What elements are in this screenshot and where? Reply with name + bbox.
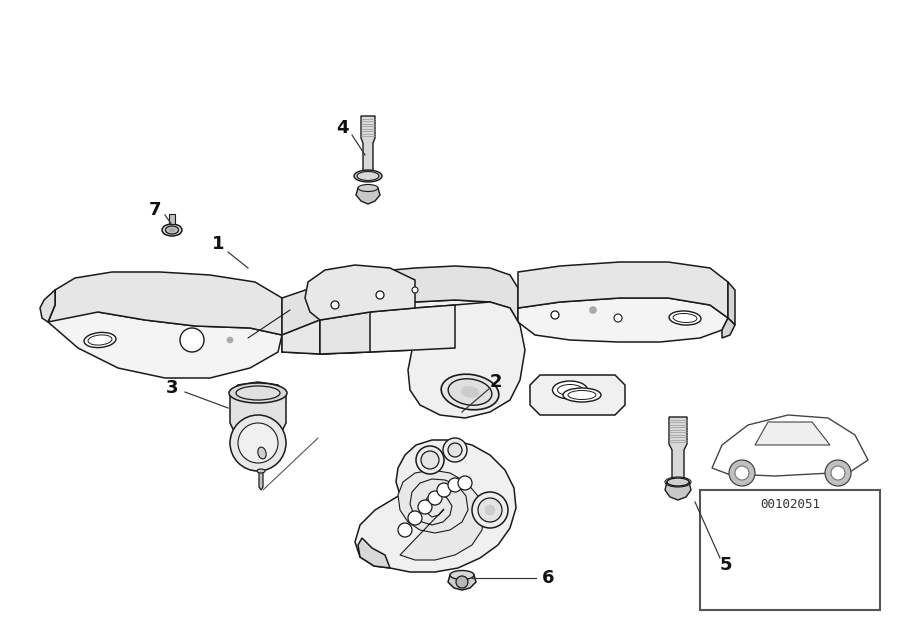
Text: 5: 5 [720,556,733,574]
Polygon shape [722,318,735,338]
Ellipse shape [669,311,701,325]
Polygon shape [518,298,728,342]
Circle shape [831,466,845,480]
Polygon shape [282,320,320,354]
Circle shape [416,446,444,474]
Polygon shape [669,417,687,482]
Circle shape [428,491,442,505]
Circle shape [825,460,851,486]
Circle shape [398,523,412,537]
Ellipse shape [229,383,287,403]
Circle shape [443,438,467,462]
Text: 2: 2 [490,373,502,391]
Circle shape [485,505,495,515]
Ellipse shape [169,228,175,232]
Polygon shape [355,440,516,572]
Text: 00102051: 00102051 [760,497,820,510]
Ellipse shape [257,469,265,473]
Polygon shape [40,290,55,322]
Ellipse shape [162,224,182,236]
Circle shape [418,500,432,514]
Text: 1: 1 [212,235,224,253]
Ellipse shape [358,185,378,192]
Ellipse shape [461,387,479,397]
Polygon shape [48,305,282,378]
Circle shape [421,451,439,469]
Ellipse shape [673,313,697,322]
Circle shape [412,287,418,293]
Polygon shape [259,471,263,490]
Text: 4: 4 [336,119,348,137]
Circle shape [408,511,422,525]
Circle shape [551,311,559,319]
Circle shape [590,306,597,313]
Ellipse shape [448,379,492,405]
Polygon shape [728,282,735,325]
Polygon shape [358,538,390,568]
Polygon shape [448,575,476,590]
Ellipse shape [450,571,474,580]
Ellipse shape [441,374,499,410]
Polygon shape [530,375,625,415]
Polygon shape [398,470,484,560]
Ellipse shape [257,447,266,459]
Circle shape [331,301,339,309]
Bar [700,490,880,610]
Ellipse shape [354,170,382,182]
Polygon shape [230,382,286,440]
Polygon shape [48,272,282,335]
Circle shape [729,460,755,486]
Polygon shape [755,422,830,445]
Ellipse shape [557,385,582,396]
Circle shape [230,415,286,471]
Polygon shape [665,482,691,500]
Text: 6: 6 [542,569,554,587]
Polygon shape [712,415,868,476]
Polygon shape [282,300,518,354]
Circle shape [238,423,278,463]
Polygon shape [48,290,55,322]
Circle shape [227,337,233,343]
Circle shape [376,291,384,299]
Polygon shape [305,265,415,320]
Ellipse shape [357,171,379,180]
Polygon shape [370,302,525,418]
Ellipse shape [553,381,588,399]
Polygon shape [320,312,370,354]
Circle shape [180,328,204,352]
Ellipse shape [667,478,689,486]
Circle shape [458,476,472,490]
Ellipse shape [563,388,601,402]
Ellipse shape [236,386,280,400]
Circle shape [478,498,502,522]
Circle shape [448,443,462,457]
Ellipse shape [568,390,596,399]
Polygon shape [169,214,175,224]
Polygon shape [320,305,455,354]
Ellipse shape [84,333,116,348]
Circle shape [456,576,468,588]
Circle shape [437,483,451,497]
Circle shape [614,314,622,322]
Ellipse shape [166,226,178,234]
Circle shape [472,492,508,528]
Circle shape [448,478,462,492]
Circle shape [187,335,197,345]
Circle shape [735,466,749,480]
Ellipse shape [88,335,112,345]
Polygon shape [361,116,375,176]
Polygon shape [518,262,728,318]
Polygon shape [356,188,380,204]
Polygon shape [282,266,518,335]
Text: 3: 3 [166,379,178,397]
Text: 7: 7 [148,201,161,219]
